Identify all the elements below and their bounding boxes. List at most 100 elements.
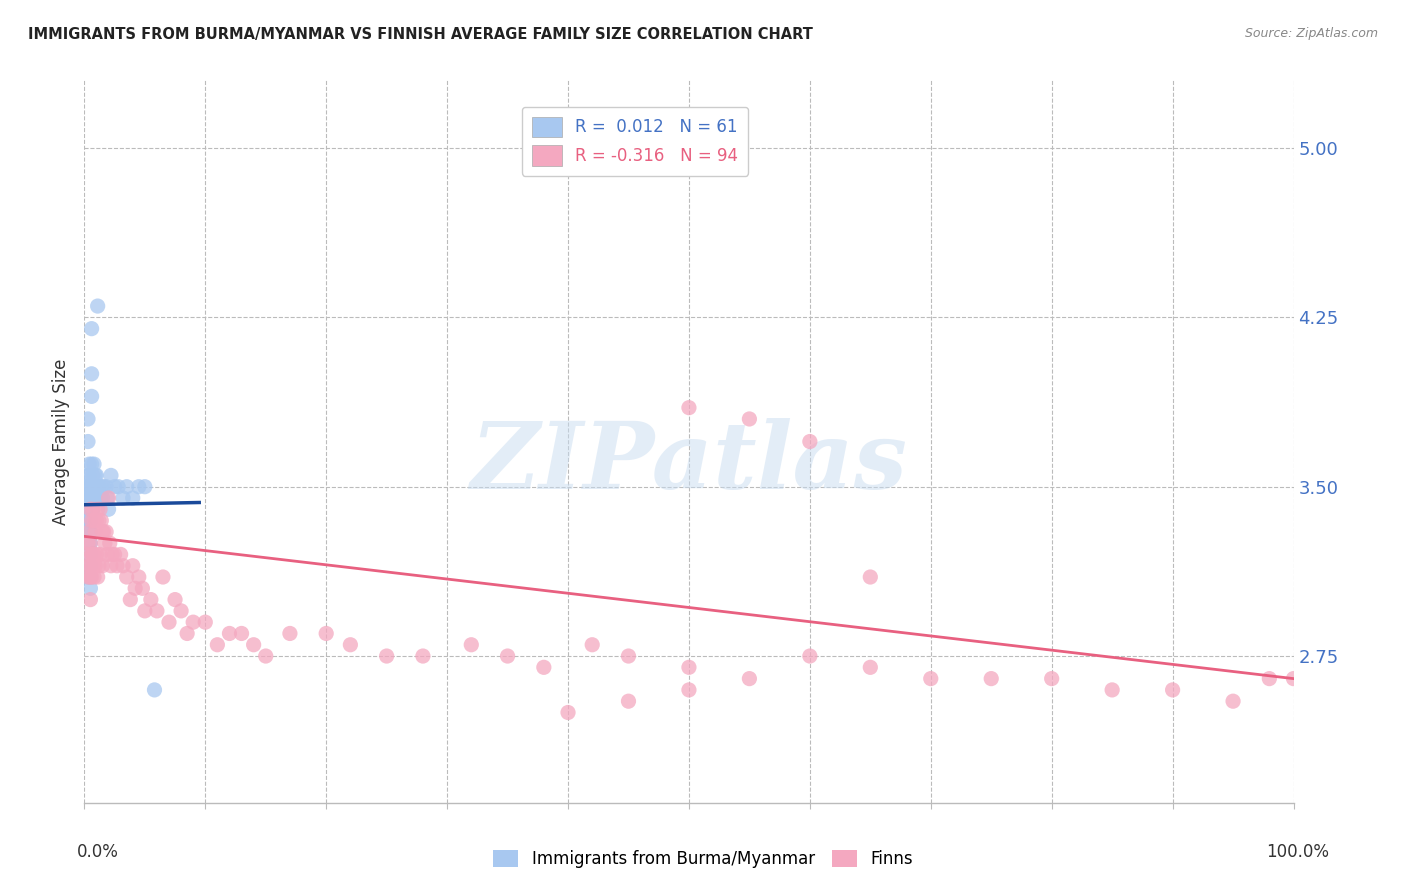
Point xyxy=(77,480,100,494)
Point xyxy=(165,592,187,607)
Legend: R =  0.012   N = 61, R = -0.316   N = 94: R = 0.012 N = 61, R = -0.316 N = 94 xyxy=(522,107,748,176)
Point xyxy=(799,434,821,449)
Text: ZIPatlas: ZIPatlas xyxy=(471,418,907,508)
Text: IMMIGRANTS FROM BURMA/MYANMAR VS FINNISH AVERAGE FAMILY SIZE CORRELATION CHART: IMMIGRANTS FROM BURMA/MYANMAR VS FINNISH… xyxy=(28,27,813,42)
Point xyxy=(79,582,101,596)
Point xyxy=(678,660,700,674)
Point xyxy=(83,514,105,528)
Point xyxy=(82,548,104,562)
Point xyxy=(107,480,129,494)
Point xyxy=(77,536,100,550)
Point xyxy=(412,648,434,663)
Point xyxy=(82,480,104,494)
Point xyxy=(87,480,110,494)
Y-axis label: Average Family Size: Average Family Size xyxy=(52,359,70,524)
Point xyxy=(980,672,1002,686)
Point xyxy=(79,480,101,494)
Point xyxy=(738,672,761,686)
Point xyxy=(84,558,107,573)
Point xyxy=(87,514,110,528)
Point xyxy=(799,648,821,663)
Point xyxy=(77,502,100,516)
Point xyxy=(77,558,100,573)
Point xyxy=(93,480,115,494)
Point xyxy=(170,604,193,618)
Point xyxy=(176,626,198,640)
Point xyxy=(80,491,103,505)
Point xyxy=(79,558,101,573)
Point xyxy=(93,524,115,539)
Point xyxy=(1282,672,1305,686)
Point xyxy=(97,491,120,505)
Point xyxy=(77,468,100,483)
Point xyxy=(86,570,108,584)
Point xyxy=(100,468,122,483)
Point xyxy=(1222,694,1244,708)
Point xyxy=(79,570,101,584)
Point xyxy=(533,660,555,674)
Point xyxy=(115,570,138,584)
Point xyxy=(80,367,103,381)
Point xyxy=(83,480,105,494)
Point xyxy=(617,648,640,663)
Text: 0.0%: 0.0% xyxy=(77,843,120,861)
Text: 100.0%: 100.0% xyxy=(1265,843,1329,861)
Point xyxy=(80,514,103,528)
Point xyxy=(339,638,361,652)
Point xyxy=(617,694,640,708)
Point xyxy=(79,491,101,505)
Point xyxy=(80,389,103,403)
Point xyxy=(79,514,101,528)
Point xyxy=(115,480,138,494)
Point xyxy=(1161,682,1184,697)
Point xyxy=(738,412,761,426)
Point xyxy=(131,582,153,596)
Point xyxy=(90,514,112,528)
Point xyxy=(91,524,114,539)
Point xyxy=(79,536,101,550)
Point xyxy=(134,480,156,494)
Point xyxy=(104,548,127,562)
Point xyxy=(101,548,124,562)
Point xyxy=(90,480,112,494)
Point xyxy=(110,548,132,562)
Point xyxy=(77,412,100,426)
Point xyxy=(96,548,118,562)
Point xyxy=(86,548,108,562)
Point xyxy=(77,514,100,528)
Point xyxy=(94,524,117,539)
Point xyxy=(1101,682,1123,697)
Point xyxy=(76,524,98,539)
Point xyxy=(242,638,264,652)
Point xyxy=(82,502,104,516)
Point xyxy=(77,491,100,505)
Point xyxy=(181,615,204,630)
Point xyxy=(79,536,101,550)
Point xyxy=(120,592,142,607)
Point xyxy=(77,434,100,449)
Point xyxy=(77,457,100,471)
Point xyxy=(315,626,337,640)
Point xyxy=(678,682,700,697)
Point xyxy=(128,480,150,494)
Point xyxy=(207,638,229,652)
Point xyxy=(80,480,103,494)
Point xyxy=(83,548,105,562)
Point xyxy=(496,648,519,663)
Point xyxy=(76,548,98,562)
Point xyxy=(218,626,240,640)
Point xyxy=(86,299,108,313)
Point xyxy=(79,524,101,539)
Point xyxy=(460,638,482,652)
Point xyxy=(77,570,100,584)
Point xyxy=(84,491,107,505)
Point xyxy=(86,514,108,528)
Point xyxy=(79,558,101,573)
Point xyxy=(89,548,111,562)
Point xyxy=(84,468,107,483)
Point xyxy=(83,457,105,471)
Point xyxy=(80,570,103,584)
Point xyxy=(139,592,162,607)
Point xyxy=(557,706,579,720)
Point xyxy=(77,524,100,539)
